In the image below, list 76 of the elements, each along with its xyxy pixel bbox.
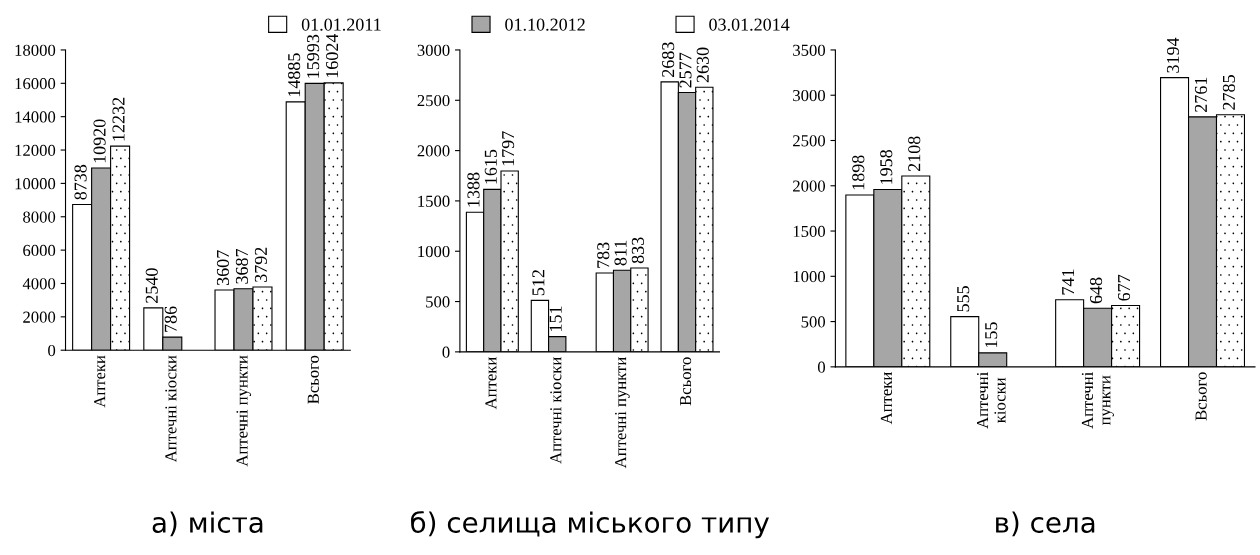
y-tick-label: 0 [817,361,826,373]
data-label: 16024 [326,33,339,78]
data-label: 2540 [145,268,158,303]
data-label: 1898 [852,155,865,190]
data-label: 1797 [502,131,515,166]
data-label: 811 [614,240,627,266]
y-tick-label: 3000 [417,44,450,56]
y-tick-label: 1000 [418,245,450,258]
y-tick-label: 8000 [23,211,56,223]
y-tick-label: 14000 [15,111,56,123]
data-label: 3792 [254,247,267,282]
data-label: 12232 [112,97,125,141]
y-tick-label: 4000 [22,278,56,290]
y-tick-label: 1500 [793,225,826,237]
data-label: 3687 [235,248,249,284]
data-label: 3194 [1166,37,1180,73]
data-label: 1388 [467,172,480,207]
data-label: 786 [164,306,177,332]
y-tick-label: 6000 [23,244,56,257]
text: в) села [996,511,1095,537]
y-tick-label: 3500 [793,44,826,56]
y-tick-label: 500 [426,296,450,308]
y-tick-label: 2000 [417,145,450,157]
y-tick-label: 2500 [793,135,826,147]
data-label: 555 [957,286,970,312]
y-tick-label: 1500 [418,195,450,207]
data-label: 2108 [908,136,921,172]
y-tick-label: 0 [48,344,56,357]
y-tick-label: 500 [801,316,826,328]
data-label: 151 [549,306,562,331]
y-tick-label: 3000 [793,89,826,102]
data-label: 14885 [288,53,301,97]
data-label: 2577 [679,52,692,88]
data-label: 741 [1062,269,1074,295]
x-tick-label: Аптечні пункти [1081,372,1114,429]
y-tick-label: 1000 [793,271,826,283]
x-tick-label: Всього [680,357,692,406]
data-label: 15993 [307,34,320,78]
legend-label: 01.01.2011 [301,18,381,31]
legend-label: 03.01.2014 [709,18,790,31]
y-tick-label: 10000 [15,178,56,190]
x-tick-label: Аптечні пункти [615,357,630,469]
x-tick-label: Аптечні кіоски [550,357,562,464]
y-tick-label: 2500 [417,94,450,107]
y-tick-label: 12000 [15,144,56,156]
y-tick-label: 2000 [793,180,826,192]
x-tick-label: Аптеки [94,355,106,408]
data-label: 2683 [662,42,675,77]
x-tick-label: Аптеки [485,357,497,410]
x-tick-label: Всього [307,355,319,404]
data-label: 833 [631,237,644,264]
x-tick-label: Аптечні кіоски [976,372,1006,429]
data-label: 155 [985,322,998,348]
data-label: 3607 [216,250,230,286]
y-tick-label: 2000 [23,311,56,323]
data-label: 2761 [1194,77,1208,112]
text: б) селища міського типу [411,510,770,539]
data-label: 8738 [74,164,87,200]
data-label: 677 [1117,274,1131,301]
x-tick-label: Аптечні кіоски [165,355,177,463]
data-label: 2630 [696,47,709,83]
data-label: 648 [1089,277,1103,304]
data-label: 1615 [484,149,497,184]
data-label: 783 [597,242,610,268]
y-tick-label: 18000 [15,44,56,56]
y-tick-label: 0 [442,346,450,358]
data-label: 1958 [880,149,893,184]
legend-label: 01.10.2012 [505,18,585,31]
y-tick-label: 16000 [15,78,56,90]
x-tick-label: Всього [1195,372,1207,421]
data-label: 512 [532,270,545,296]
data-label: 10920 [93,119,106,163]
data-label: 2785 [1222,75,1235,110]
x-tick-label: Аптечні пункти [236,355,252,467]
x-tick-label: Аптеки [880,372,892,425]
text: а) міста [152,511,263,537]
